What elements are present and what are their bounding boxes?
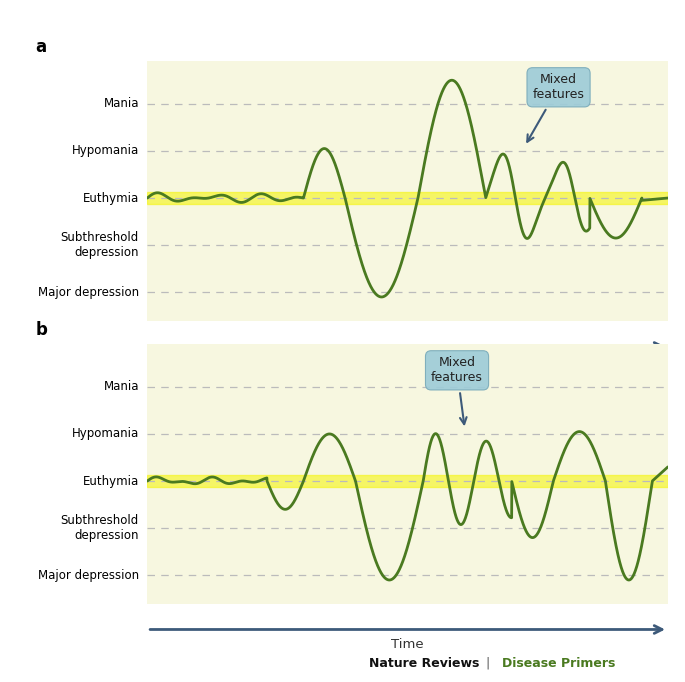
Text: b: b	[36, 321, 47, 339]
Bar	[147, 192, 668, 204]
Text: Nature Reviews: Nature Reviews	[369, 657, 480, 670]
Text: Mixed
features: Mixed features	[431, 356, 483, 424]
Bar	[147, 475, 668, 487]
Text: Mixed
features: Mixed features	[527, 73, 584, 142]
Text: Disease Primers: Disease Primers	[502, 657, 616, 670]
Text: a: a	[36, 38, 47, 56]
Text: |: |	[482, 657, 494, 670]
Text: Time: Time	[391, 638, 424, 651]
